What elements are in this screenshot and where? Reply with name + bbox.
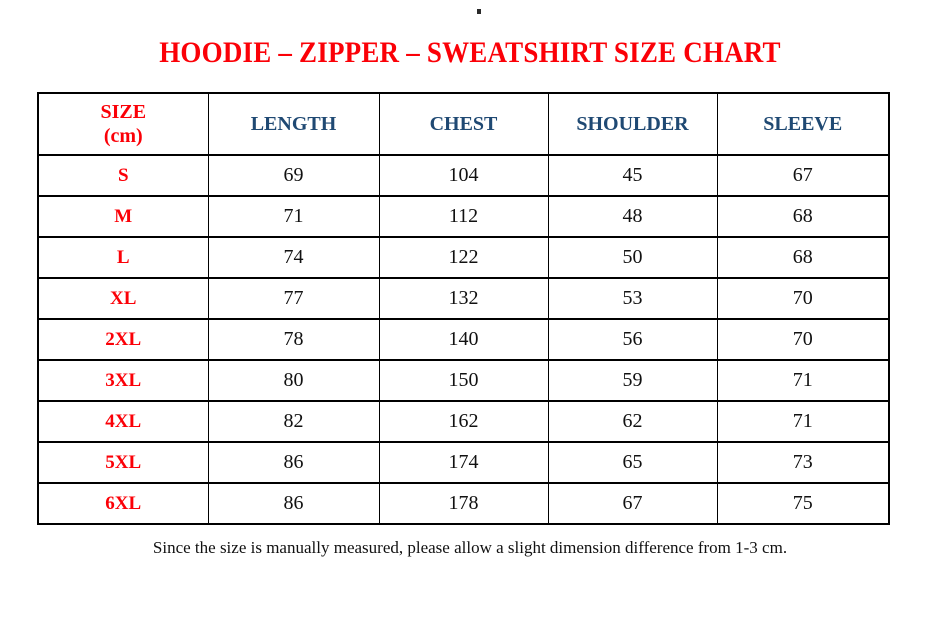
- shoulder-cell: 48: [547, 195, 718, 238]
- size-cell: 2XL: [37, 318, 209, 361]
- shoulder-cell: 53: [547, 277, 718, 320]
- table-row-xl: XL 77 132 53 70: [37, 277, 890, 320]
- shoulder-cell: 56: [547, 318, 718, 361]
- column-header-length: LENGTH: [207, 92, 380, 156]
- length-cell: 80: [207, 359, 380, 402]
- column-header-chest: CHEST: [378, 92, 549, 156]
- sleeve-cell: 70: [716, 277, 890, 320]
- table-row-4xl: 4XL 82 162 62 71: [37, 400, 890, 443]
- chest-cell: 150: [378, 359, 549, 402]
- shoulder-cell: 67: [547, 482, 718, 525]
- size-cell: 5XL: [37, 441, 209, 484]
- table-row-m: M 71 112 48 68: [37, 195, 890, 238]
- chest-cell: 104: [378, 154, 549, 197]
- sleeve-cell: 68: [716, 236, 890, 279]
- size-cell: 6XL: [37, 482, 209, 525]
- length-cell: 82: [207, 400, 380, 443]
- table-row-5xl: 5XL 86 174 65 73: [37, 441, 890, 484]
- length-cell: 86: [207, 441, 380, 484]
- sleeve-cell: 67: [716, 154, 890, 197]
- chest-cell: 122: [378, 236, 549, 279]
- stray-dot-mark: [477, 9, 481, 14]
- table-row-6xl: 6XL 86 178 67 75: [37, 482, 890, 525]
- shoulder-cell: 50: [547, 236, 718, 279]
- shoulder-cell: 65: [547, 441, 718, 484]
- chest-cell: 174: [378, 441, 549, 484]
- column-header-shoulder: SHOULDER: [547, 92, 718, 156]
- length-cell: 78: [207, 318, 380, 361]
- sleeve-cell: 68: [716, 195, 890, 238]
- length-cell: 77: [207, 277, 380, 320]
- size-cell: 4XL: [37, 400, 209, 443]
- table-header-row: SIZE (cm) LENGTH CHEST SHOULDER SLEEVE: [37, 92, 890, 156]
- chest-cell: 132: [378, 277, 549, 320]
- table-row-l: L 74 122 50 68: [37, 236, 890, 279]
- column-header-sleeve: SLEEVE: [716, 92, 890, 156]
- chest-cell: 178: [378, 482, 549, 525]
- page-title: HOODIE – ZIPPER – SWEATSHIRT SIZE CHART: [159, 36, 781, 69]
- sleeve-cell: 71: [716, 400, 890, 443]
- column-header-size: SIZE (cm): [37, 92, 209, 156]
- size-cell: XL: [37, 277, 209, 320]
- measurement-disclaimer: Since the size is manually measured, ple…: [152, 538, 788, 557]
- length-cell: 69: [207, 154, 380, 197]
- size-cell: 3XL: [37, 359, 209, 402]
- sleeve-cell: 73: [716, 441, 890, 484]
- size-header-line2: (cm): [103, 125, 143, 147]
- sleeve-cell: 75: [716, 482, 890, 525]
- sleeve-cell: 70: [716, 318, 890, 361]
- table-row-3xl: 3XL 80 150 59 71: [37, 359, 890, 402]
- chest-cell: 162: [378, 400, 549, 443]
- sleeve-cell: 71: [716, 359, 890, 402]
- size-chart-table: SIZE (cm) LENGTH CHEST SHOULDER SLEEVE S…: [37, 92, 890, 525]
- chest-cell: 112: [378, 195, 549, 238]
- size-cell: S: [37, 154, 209, 197]
- size-header-line1: SIZE: [100, 101, 147, 123]
- shoulder-cell: 59: [547, 359, 718, 402]
- shoulder-cell: 62: [547, 400, 718, 443]
- size-cell: M: [37, 195, 209, 238]
- table-row-s: S 69 104 45 67: [37, 154, 890, 197]
- chest-cell: 140: [378, 318, 549, 361]
- size-cell: L: [37, 236, 209, 279]
- shoulder-cell: 45: [547, 154, 718, 197]
- length-cell: 86: [207, 482, 380, 525]
- length-cell: 74: [207, 236, 380, 279]
- table-row-2xl: 2XL 78 140 56 70: [37, 318, 890, 361]
- length-cell: 71: [207, 195, 380, 238]
